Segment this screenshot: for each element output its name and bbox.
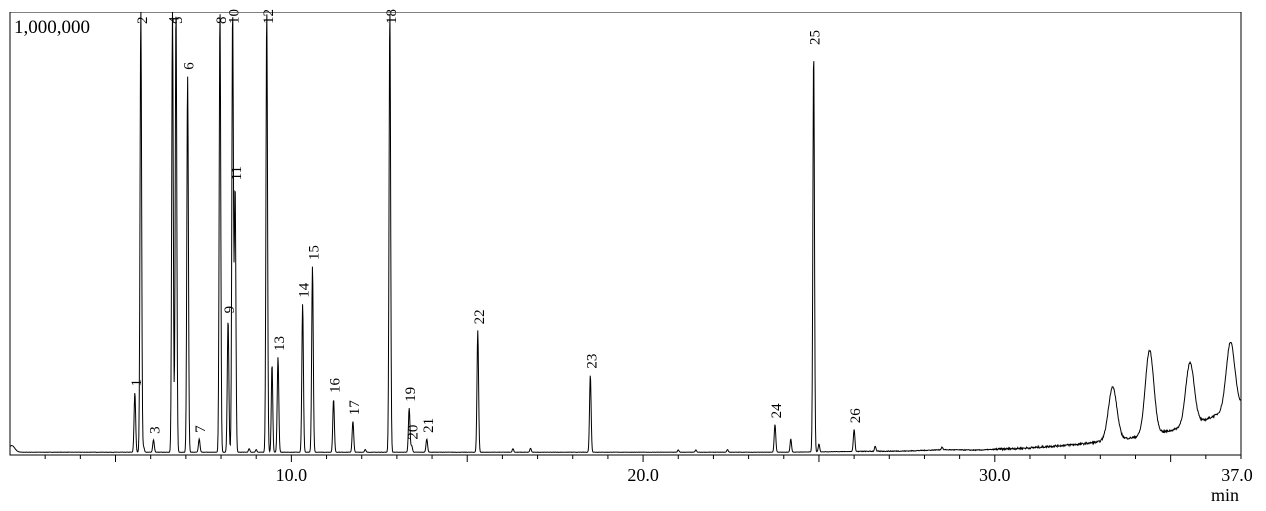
peak-label-10: 10 bbox=[227, 9, 243, 24]
peak-label-13: 13 bbox=[272, 336, 288, 351]
peak-label-24: 24 bbox=[769, 403, 785, 419]
x-tick-label: 10.0 bbox=[276, 465, 308, 485]
peak-label-15: 15 bbox=[307, 245, 323, 260]
plot-frame bbox=[9, 11, 1242, 456]
peak-label-11: 11 bbox=[229, 166, 245, 180]
peak-label-17: 17 bbox=[347, 400, 363, 416]
peak-label-21: 21 bbox=[421, 418, 437, 433]
peak-label-26: 26 bbox=[848, 408, 864, 424]
peak-label-19: 19 bbox=[403, 387, 419, 402]
x-tick-label: 37.0 bbox=[1221, 465, 1253, 485]
peak-label-12: 12 bbox=[261, 9, 277, 24]
peak-label-9: 9 bbox=[222, 306, 238, 314]
peak-label-18: 18 bbox=[384, 9, 400, 24]
peak-label-3: 3 bbox=[148, 426, 164, 434]
x-tick-label: 30.0 bbox=[979, 465, 1011, 485]
chromatogram-trace bbox=[9, 9, 1242, 453]
peak-label-8: 8 bbox=[214, 17, 230, 25]
peak-label-1: 1 bbox=[129, 379, 145, 387]
peak-label-23: 23 bbox=[584, 354, 600, 369]
peak-label-7: 7 bbox=[193, 425, 209, 433]
peak-label-6: 6 bbox=[182, 62, 198, 70]
x-unit-label: min bbox=[1211, 485, 1239, 505]
peak-label-2: 2 bbox=[135, 16, 151, 24]
peak-label-16: 16 bbox=[328, 378, 344, 394]
peak-label-4: 4 bbox=[167, 16, 183, 24]
peak-label-5: 5 bbox=[170, 16, 186, 24]
peak-label-14: 14 bbox=[297, 282, 313, 298]
peak-label-22: 22 bbox=[472, 309, 488, 324]
y-top-label: 1,000,000 bbox=[14, 17, 90, 38]
x-tick-label: 20.0 bbox=[627, 465, 659, 485]
peak-label-20: 20 bbox=[406, 425, 422, 440]
top-mask bbox=[0, 0, 1266, 12]
peak-label-25: 25 bbox=[808, 30, 824, 45]
